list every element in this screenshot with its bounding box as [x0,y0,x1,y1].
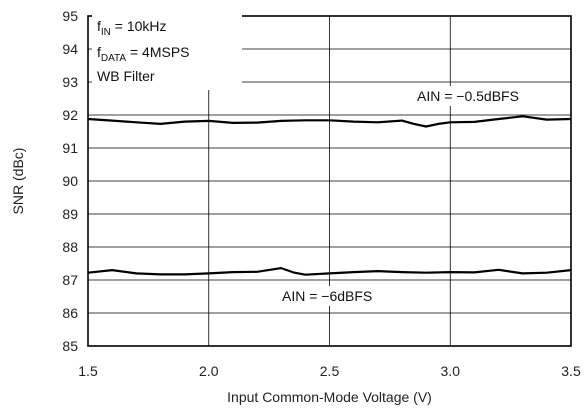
y-tick-label: 93 [62,74,78,90]
y-tick-label: 85 [62,338,78,354]
fin-annotation: fIN = 10kHz [97,18,167,38]
y-tick-label: 88 [62,239,78,255]
filter-annotation: WB Filter [97,68,155,84]
fin-subscript: IN [101,27,111,38]
x-tick-label: 1.5 [78,363,98,379]
fdata-rest: = 4MSPS [126,44,189,60]
y-tick-label: 94 [62,41,78,57]
y-tick-label: 87 [62,272,78,288]
series-a-label: AIN = −0.5dBFS [417,88,519,104]
y-tick-label: 91 [62,140,78,156]
data-series [87,115,572,276]
x-tick-label: 2.0 [199,363,219,379]
x-tick-label: 3.5 [561,363,581,379]
x-axis-title: Input Common-Mode Voltage (V) [227,389,432,405]
y-tick-label: 89 [62,206,78,222]
fin-rest: = 10kHz [111,18,167,34]
y-tick-labels: 85 86 87 88 89 90 91 92 93 94 95 [62,8,78,354]
series-line-1 [87,267,572,276]
fin-main: f [97,18,101,34]
x-tick-labels: 1.5 2.0 2.5 3.0 3.5 [78,363,581,379]
series-line-0 [87,115,572,128]
fdata-subscript: DATA [101,53,127,64]
x-tick-label: 2.5 [320,363,340,379]
y-tick-label: 92 [62,107,78,123]
fdata-annotation: fDATA = 4MSPS [97,44,190,64]
series-b-label: AIN = −6dBFS [282,288,372,304]
fdata-main: f [97,44,101,60]
y-tick-label: 90 [62,173,78,189]
x-tick-label: 3.0 [441,363,461,379]
series-b-label-bg [277,286,405,306]
annotation-box-bg [92,10,242,90]
y-tick-label: 95 [62,8,78,24]
plot-frame [87,15,572,347]
y-tick-label: 86 [62,305,78,321]
series-a-label-bg [412,86,554,106]
y-axis-title: SNR (dBc) [10,148,26,215]
